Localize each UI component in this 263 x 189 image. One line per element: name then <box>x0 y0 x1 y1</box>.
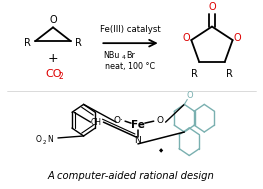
Text: O·: O· <box>113 116 123 125</box>
Text: O: O <box>208 2 216 12</box>
Text: O: O <box>49 15 57 26</box>
Text: N: N <box>47 136 53 144</box>
Text: R: R <box>75 38 82 48</box>
Text: R: R <box>226 69 233 79</box>
Text: ◆: ◆ <box>159 148 163 153</box>
Text: O: O <box>35 136 41 144</box>
Text: NBu: NBu <box>103 50 120 60</box>
Text: CO: CO <box>45 69 62 79</box>
Text: O: O <box>183 33 190 43</box>
Text: Fe(III) catalyst: Fe(III) catalyst <box>100 25 160 34</box>
Text: R: R <box>24 38 31 48</box>
Text: 4: 4 <box>122 55 126 60</box>
Text: O: O <box>156 116 163 125</box>
Text: R: R <box>191 69 198 79</box>
Text: 2: 2 <box>43 140 47 145</box>
Text: Br: Br <box>126 50 135 60</box>
Text: A computer-aided rational design: A computer-aided rational design <box>48 171 214 181</box>
Text: neat, 100 °C: neat, 100 °C <box>105 62 155 71</box>
Text: O: O <box>187 91 194 100</box>
Text: 2: 2 <box>59 72 64 81</box>
Text: N: N <box>135 136 141 145</box>
Text: O: O <box>234 33 241 43</box>
Text: CH: CH <box>91 118 102 127</box>
Text: Fe: Fe <box>131 120 145 130</box>
Text: +: + <box>48 53 58 65</box>
